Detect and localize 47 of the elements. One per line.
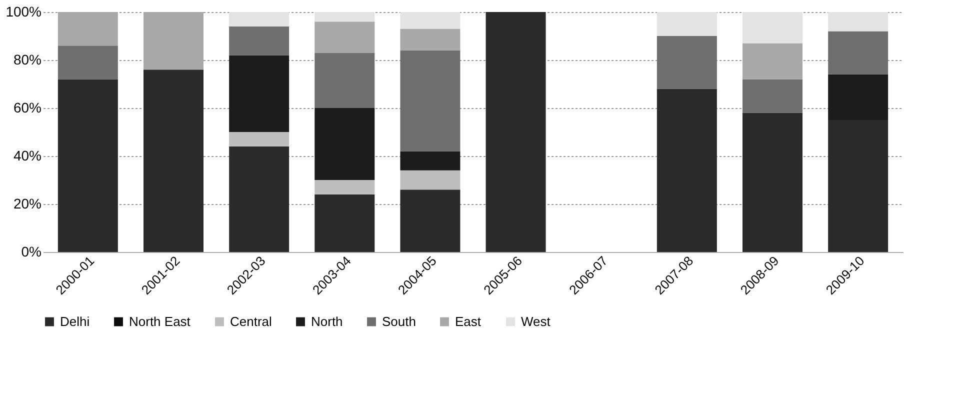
bar [400,151,460,170]
y-tick-label: 40% [13,148,42,164]
bar [400,28,460,50]
bar [400,12,460,29]
bar [144,12,204,70]
y-tick-label: 20% [13,196,42,212]
bar [314,52,375,108]
y-tick-label: 60% [13,100,42,116]
bar [828,120,888,252]
legend-label: West [521,314,551,329]
bar [144,70,204,252]
legend-label: North East [129,314,191,329]
y-tick-label: 100% [6,4,42,20]
bar [229,132,290,146]
bar [229,146,290,252]
bar [58,12,118,46]
bar [742,43,802,80]
legend-label: East [455,314,482,329]
legend-label: Central [230,314,272,329]
bar [486,12,546,252]
bar [742,79,802,113]
legend-label: Delhi [60,314,90,329]
bar [314,180,375,194]
bar [314,194,375,252]
y-tick-label: 0% [21,244,42,260]
bar [229,26,290,56]
bar [229,12,290,26]
bar [828,74,888,120]
bar [742,12,802,44]
bar [828,31,888,74]
bar [400,190,460,252]
legend-label: South [382,314,416,329]
bar [58,79,118,252]
bar [400,50,460,152]
legend-label: North [311,314,343,329]
bar [400,170,460,190]
bar [656,88,717,252]
bar [742,112,802,252]
bar [314,12,375,22]
bar [58,46,118,80]
bar [314,108,375,180]
bar [314,22,375,53]
bar [229,55,290,132]
y-tick-label: 80% [13,52,42,68]
bar [656,12,717,36]
bar [656,36,717,89]
bar [828,12,888,32]
